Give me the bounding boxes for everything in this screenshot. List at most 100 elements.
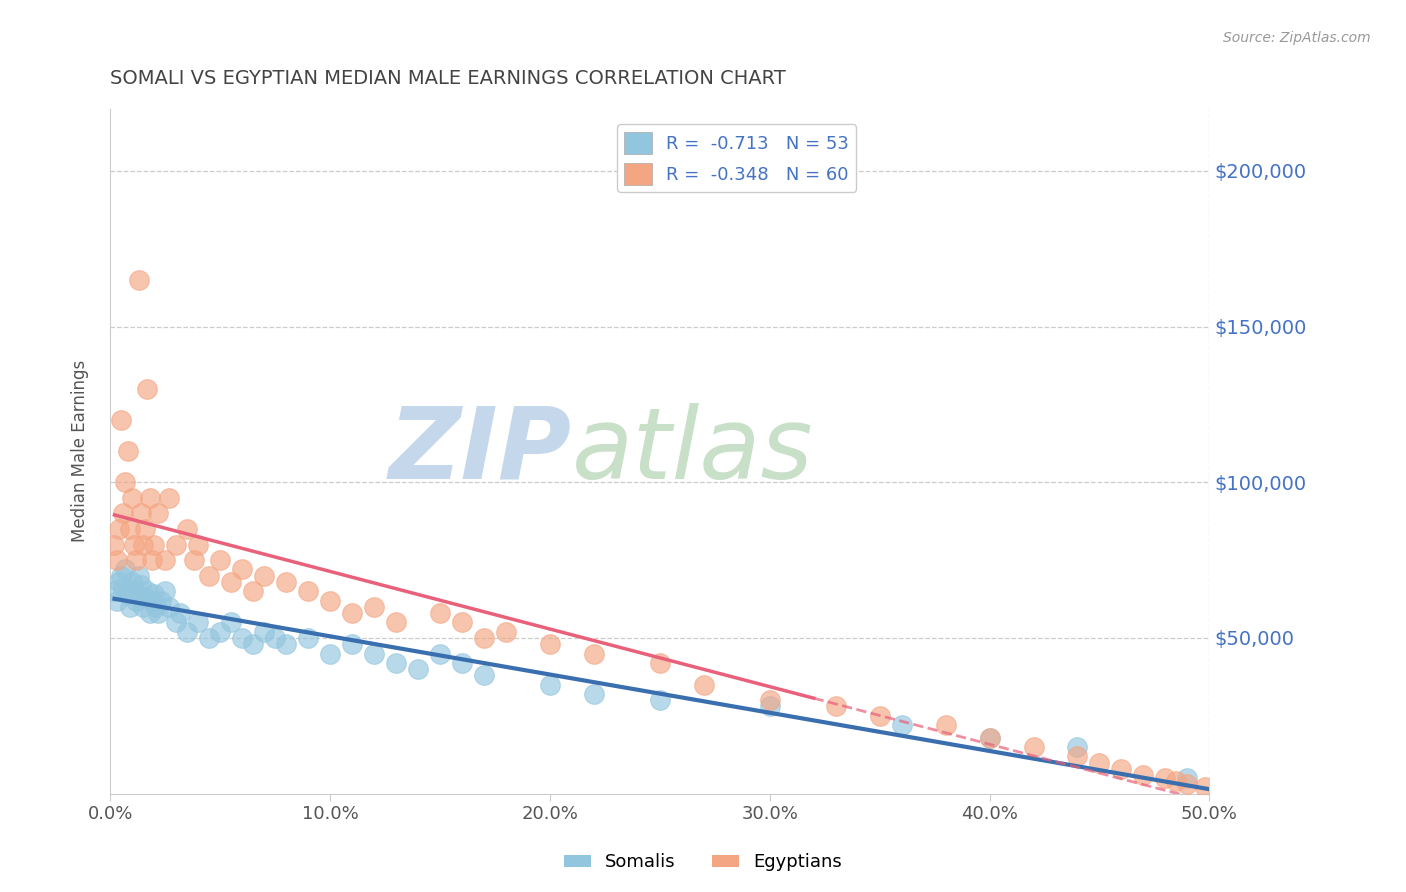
Point: [297, 584, 319, 599]
Point: [242, 584, 264, 599]
Point: [1022, 739, 1045, 754]
Point: [145, 599, 167, 614]
Point: [385, 656, 408, 670]
Point: [153, 584, 176, 599]
Point: [274, 637, 297, 651]
Point: [118, 599, 141, 614]
Text: ZIP: ZIP: [389, 402, 572, 500]
Point: [208, 553, 231, 567]
Point: [406, 662, 429, 676]
Point: [1177, 771, 1199, 785]
Point: [869, 708, 891, 723]
Point: [138, 606, 160, 620]
Point: [208, 624, 231, 639]
Point: [134, 522, 156, 536]
Point: [165, 615, 187, 630]
Point: [187, 537, 209, 551]
Point: [363, 647, 385, 661]
Point: [242, 637, 264, 651]
Point: [118, 522, 141, 536]
Point: [538, 678, 561, 692]
Point: [122, 537, 145, 551]
Point: [198, 631, 221, 645]
Point: [935, 718, 957, 732]
Point: [758, 693, 780, 707]
Point: [183, 553, 205, 567]
Point: [890, 718, 912, 732]
Point: [1166, 774, 1188, 789]
Point: [108, 522, 131, 536]
Point: [117, 444, 139, 458]
Point: [125, 593, 148, 607]
Point: [128, 568, 150, 582]
Point: [110, 413, 132, 427]
Point: [105, 553, 128, 567]
Point: [176, 522, 198, 536]
Y-axis label: Median Male Earnings: Median Male Earnings: [72, 360, 89, 542]
Point: [1088, 756, 1111, 770]
Point: [231, 562, 253, 576]
Point: [979, 731, 1001, 745]
Point: [472, 668, 495, 682]
Point: [648, 693, 671, 707]
Point: [187, 615, 209, 630]
Point: [264, 631, 287, 645]
Point: [231, 631, 253, 645]
Point: [340, 606, 363, 620]
Point: [108, 574, 131, 589]
Point: [128, 273, 150, 287]
Point: [121, 574, 143, 589]
Point: [274, 574, 297, 589]
Point: [648, 656, 671, 670]
Point: [143, 587, 166, 601]
Point: [138, 491, 160, 505]
Point: [153, 553, 176, 567]
Point: [1132, 768, 1154, 782]
Point: [1154, 771, 1177, 785]
Point: [340, 637, 363, 651]
Point: [582, 647, 605, 661]
Point: [495, 624, 517, 639]
Point: [429, 647, 451, 661]
Point: [198, 568, 221, 582]
Point: [363, 599, 385, 614]
Point: [117, 587, 139, 601]
Point: [1111, 762, 1133, 776]
Point: [141, 553, 163, 567]
Point: [824, 699, 846, 714]
Point: [253, 624, 276, 639]
Point: [136, 382, 159, 396]
Point: [385, 615, 408, 630]
Point: [169, 606, 191, 620]
Point: [125, 553, 148, 567]
Point: [148, 507, 170, 521]
Point: [141, 593, 163, 607]
Point: [429, 606, 451, 620]
Point: [114, 475, 136, 490]
Point: [121, 491, 143, 505]
Point: [1194, 780, 1216, 795]
Point: [103, 584, 125, 599]
Point: [112, 581, 135, 595]
Point: [112, 507, 135, 521]
Point: [297, 631, 319, 645]
Point: [979, 731, 1001, 745]
Text: SOMALI VS EGYPTIAN MEDIAN MALE EARNINGS CORRELATION CHART: SOMALI VS EGYPTIAN MEDIAN MALE EARNINGS …: [110, 69, 786, 87]
Point: [114, 562, 136, 576]
Point: [143, 537, 166, 551]
Legend: Somalis, Egyptians: Somalis, Egyptians: [557, 847, 849, 879]
Point: [159, 599, 181, 614]
Point: [253, 568, 276, 582]
Point: [149, 593, 172, 607]
Point: [129, 578, 152, 592]
Point: [582, 687, 605, 701]
Point: [450, 656, 472, 670]
Point: [148, 606, 170, 620]
Point: [1177, 777, 1199, 791]
Point: [219, 574, 242, 589]
Legend: R =  -0.713   N = 53, R =  -0.348   N = 60: R = -0.713 N = 53, R = -0.348 N = 60: [617, 124, 856, 192]
Point: [122, 584, 145, 599]
Point: [165, 537, 187, 551]
Point: [319, 647, 342, 661]
Point: [1066, 749, 1088, 764]
